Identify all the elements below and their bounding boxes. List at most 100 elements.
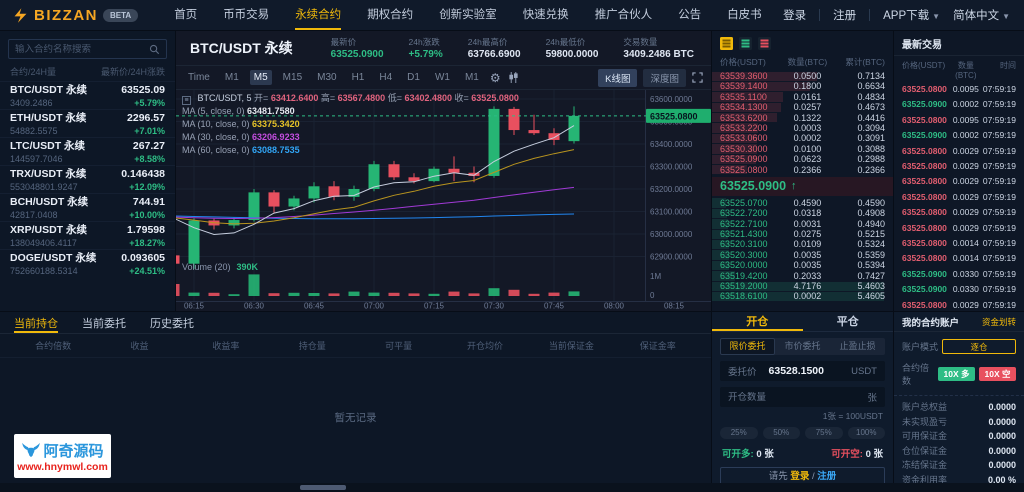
stat-value: 0.0000 — [988, 445, 1016, 456]
nav-item-推广合伙人[interactable]: 推广合伙人 — [594, 9, 653, 21]
order-type-市价委托[interactable]: 市价委托 — [784, 341, 821, 351]
positions-tab-当前委托[interactable]: 当前委托 — [82, 317, 126, 330]
ask-row[interactable]: 63525.0800 0.2366 0.2366 — [712, 165, 893, 175]
order-price: 63535.1100 — [720, 91, 767, 102]
pair-row[interactable]: XRP/USDT 永续 1.79598 138049406.4117 +18.27% — [0, 221, 175, 249]
candlestick-chart[interactable]: 63600.000063500.000063400.000063300.0000… — [176, 90, 711, 310]
order-price: 63518.6100 — [720, 291, 768, 302]
bid-row[interactable]: 63520.3000 0.0035 0.5359 — [712, 250, 893, 260]
depth-bar — [712, 208, 728, 219]
order-type-止盈止损[interactable]: 止盈止损 — [839, 341, 876, 351]
app-download-menu[interactable]: APP下载 ▼ — [883, 7, 940, 23]
interval-M30-4[interactable]: M30 — [317, 72, 337, 83]
nav-item-公告[interactable]: 公告 — [678, 9, 702, 21]
interval-H1-5[interactable]: H1 — [351, 72, 365, 83]
register-link[interactable]: 注册 — [817, 471, 837, 482]
bid-row[interactable]: 63518.6100 0.0002 5.4605 — [712, 291, 893, 301]
bid-row[interactable]: 63521.4300 0.0275 0.5215 — [712, 229, 893, 239]
nav-item-首页[interactable]: 首页 — [174, 9, 198, 21]
leverage-short-button[interactable]: 10X 空 — [979, 367, 1016, 381]
positions-tab-当前持仓[interactable]: 当前持仓 — [14, 312, 58, 333]
bid-row[interactable]: 63525.0700 0.4590 0.4590 — [712, 198, 893, 208]
interval-M1-1[interactable]: M1 — [224, 72, 239, 83]
search-input[interactable] — [15, 43, 149, 55]
isolated-mode-button[interactable]: 逐仓 — [942, 339, 1016, 354]
orderbook-view-bids-icon[interactable] — [739, 37, 752, 50]
bid-row[interactable]: 63519.2000 4.7176 5.4603 — [712, 281, 893, 291]
nav-item-创新实验室[interactable]: 创新实验室 — [439, 9, 497, 21]
ask-row[interactable]: 63533.0600 0.0002 0.3091 — [712, 133, 893, 143]
language-menu[interactable]: 简体中文 ▼ — [953, 7, 1010, 23]
positions-tab-历史委托[interactable]: 历史委托 — [150, 317, 194, 330]
trade-price: 63525.0800 — [902, 145, 947, 156]
pair-row[interactable]: TRX/USDT 永续 0.146438 553048801.9247 +12.09% — [0, 165, 175, 193]
candle-style-icon[interactable] — [508, 72, 519, 83]
kline-mode-button[interactable]: K线图 — [598, 68, 638, 87]
ask-row[interactable]: 63535.1100 0.0161 0.4834 — [712, 92, 893, 102]
ask-row[interactable]: 63533.2200 0.0003 0.3094 — [712, 123, 893, 133]
bid-row[interactable]: 63522.7200 0.0318 0.4908 — [712, 208, 893, 218]
ask-row[interactable]: 63539.1400 0.1800 0.6634 — [712, 81, 893, 91]
gear-icon[interactable]: ⚙ — [489, 70, 501, 85]
col-cum: 累计(BTC) — [845, 57, 885, 67]
interval-M5-2[interactable]: M5 — [249, 70, 272, 85]
pair-name: LTC/USDT 永续 — [10, 140, 86, 152]
interval-Time-0[interactable]: Time — [188, 72, 210, 83]
orderbook-view-asks-icon[interactable] — [758, 37, 771, 50]
interval-D1-7[interactable]: D1 — [407, 72, 420, 83]
leverage-long-button[interactable]: 10X 多 — [938, 367, 975, 381]
trade-time: 07:59:19 — [982, 99, 1016, 110]
nav-item-快速兑换[interactable]: 快速兑换 — [522, 9, 569, 21]
login-link[interactable]: 登录 — [790, 471, 810, 482]
svg-text:06:45: 06:45 — [304, 302, 325, 311]
percent-button-25%[interactable]: 25% — [720, 427, 758, 439]
depth-mode-button[interactable]: 深度图 — [643, 68, 686, 87]
price-field[interactable]: 委托价 63528.1500 USDT — [720, 361, 885, 381]
percent-button-50%[interactable]: 50% — [762, 427, 800, 439]
login-link[interactable]: 登录 — [783, 10, 807, 22]
interval-W1-8[interactable]: W1 — [434, 72, 450, 83]
interval-H4-6[interactable]: H4 — [379, 72, 393, 83]
interval-M1-9[interactable]: M1 — [464, 72, 479, 83]
ask-row[interactable]: 63533.6200 0.1322 0.4416 — [712, 113, 893, 123]
bottom-scrollbar — [0, 483, 1024, 492]
interval-M15-3[interactable]: M15 — [282, 72, 303, 83]
svg-text:63600.0000: 63600.0000 — [650, 95, 693, 104]
orderbook-last-price[interactable]: 63525.0900 ↑ — [712, 176, 893, 196]
trade-tab-平仓[interactable]: 平仓 — [836, 316, 859, 328]
pair-row[interactable]: ETH/USDT 永续 2296.57 54882.5575 +7.01% — [0, 109, 175, 137]
transfer-link[interactable]: 资金划转 — [981, 316, 1016, 327]
chart-body[interactable]: 63600.000063500.000063400.000063300.0000… — [176, 90, 711, 310]
bid-row[interactable]: 63519.4200 0.2033 0.7427 — [712, 271, 893, 281]
percent-button-75%[interactable]: 75% — [805, 427, 843, 439]
trade-tab-开仓[interactable]: 开仓 — [712, 312, 803, 331]
pair-row[interactable]: BCH/USDT 永续 744.91 42817.0408 +10.00% — [0, 193, 175, 221]
ask-row[interactable]: 63525.0900 0.0623 0.2988 — [712, 154, 893, 164]
quantity-input[interactable] — [728, 391, 868, 403]
brand[interactable]: BIZZAN BETA — [12, 7, 139, 24]
fullscreen-icon[interactable] — [692, 72, 703, 83]
pair-row[interactable]: LTC/USDT 永续 267.27 144597.7046 +8.58% — [0, 137, 175, 165]
ask-row[interactable]: 63530.3000 0.0100 0.3088 — [712, 144, 893, 154]
bid-row[interactable]: 63520.3100 0.0109 0.5324 — [712, 239, 893, 249]
trade-row: 63525.0800 0.0029 07:59:19 — [894, 221, 1024, 236]
stat-value: +5.79% — [408, 49, 443, 60]
search-icon[interactable] — [149, 44, 160, 55]
bid-row[interactable]: 63522.7100 0.0031 0.4940 — [712, 219, 893, 229]
pair-list-header: 合约/24H量 最新价/24H涨跌 — [0, 63, 175, 81]
nav-item-白皮书[interactable]: 白皮书 — [727, 9, 762, 21]
pair-row[interactable]: DOGE/USDT 永续 0.093605 752660188.5314 +24.51… — [0, 249, 175, 277]
order-type-限价委托[interactable]: 限价委托 — [720, 338, 775, 355]
orderbook-view-both-icon[interactable] — [720, 37, 733, 50]
nav-item-期权合约[interactable]: 期权合约 — [367, 9, 414, 21]
stat-label: 仓位保证金 — [902, 445, 948, 456]
nav-item-永续合约[interactable]: 永续合约 — [295, 0, 341, 30]
pair-row[interactable]: BTC/USDT 永续 63525.09 3409.2486 +5.79% — [0, 81, 175, 109]
scrollbar-thumb[interactable] — [300, 485, 346, 490]
percent-button-100%[interactable]: 100% — [847, 427, 885, 439]
ask-row[interactable]: 63534.1300 0.0257 0.4673 — [712, 102, 893, 112]
nav-item-币币交易[interactable]: 币币交易 — [223, 9, 270, 21]
bid-row[interactable]: 63520.0000 0.0035 0.5394 — [712, 260, 893, 270]
ask-row[interactable]: 63539.3600 0.0500 0.7134 — [712, 71, 893, 81]
register-link[interactable]: 注册 — [833, 10, 857, 22]
